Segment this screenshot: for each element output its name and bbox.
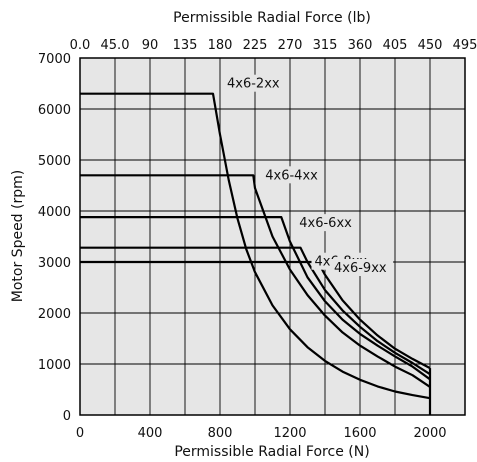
x2-tick-label: 315 — [313, 38, 338, 53]
tick-labels: 0 400 800 1200 1600 2000 0.0 45.0 90 135 180 225 270… — [38, 38, 477, 441]
x2-tick-label: 270 — [278, 38, 303, 53]
series-label: 4x6-4xx — [265, 168, 318, 183]
x-tick-label: 0 — [76, 426, 84, 441]
series-label: 4x6-9xx — [334, 261, 387, 276]
y-tick-label: 5000 — [38, 154, 71, 169]
series-label-background — [296, 214, 359, 232]
grid — [80, 58, 465, 415]
x2-tick-label: 180 — [208, 38, 233, 53]
x2-tick-label: 0.0 — [70, 38, 91, 53]
y-tick-label: 4000 — [38, 205, 71, 220]
x2-tick-label: 90 — [142, 38, 159, 53]
series-label: 4x6-2xx — [227, 77, 280, 92]
x-tick-label: 1200 — [273, 426, 306, 441]
x2-tick-label: 225 — [243, 38, 268, 53]
series-label-background — [331, 259, 393, 276]
x2-axis-title: Permissible Radial Force (lb) — [173, 10, 371, 26]
x-tick-label: 1600 — [343, 426, 376, 441]
series-line — [80, 246, 431, 376]
x-axis-title: Permissible Radial Force (N) — [174, 444, 369, 460]
series-line — [80, 174, 431, 388]
x-tick-label: 400 — [138, 426, 163, 441]
x2-tick-label: 450 — [418, 38, 443, 53]
series-line — [80, 92, 431, 400]
x-tick-label: 800 — [208, 426, 233, 441]
x2-tick-label: 405 — [383, 38, 408, 53]
plot-frame — [79, 57, 466, 416]
series-label-background — [224, 74, 286, 92]
series-label-background — [262, 166, 325, 184]
x2-tick-label: 495 — [453, 38, 477, 53]
y-tick-label: 2000 — [38, 307, 71, 322]
y-tick-label: 1000 — [38, 358, 71, 373]
y-axis-title: Motor Speed (rpm) — [10, 170, 26, 302]
x2-tick-label: 360 — [348, 38, 373, 53]
y-tick-label: 0 — [63, 409, 71, 424]
y-tick-label: 6000 — [38, 103, 71, 118]
x2-tick-label: 135 — [173, 38, 198, 53]
y-tick-label: 7000 — [38, 52, 71, 67]
x2-tick-label: 45.0 — [101, 38, 130, 53]
y-tick-label: 3000 — [38, 256, 71, 271]
x-tick-label: 2000 — [413, 426, 446, 441]
series-line — [80, 216, 431, 381]
series-label: 4x6-6xx — [299, 216, 352, 231]
